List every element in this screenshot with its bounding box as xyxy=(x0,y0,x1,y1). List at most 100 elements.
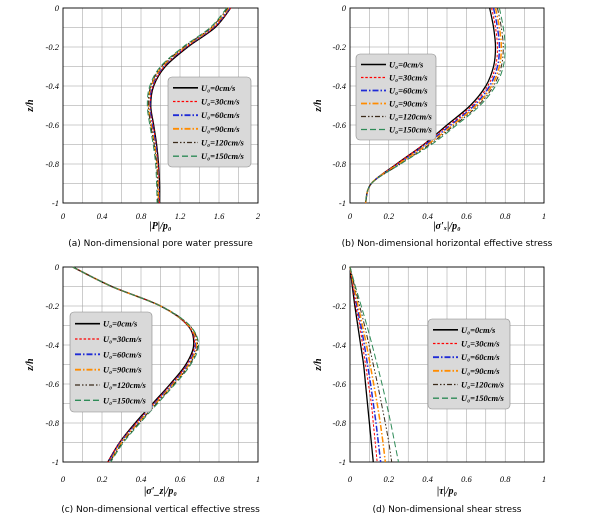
legend-entry-label: U₀=120cm/s xyxy=(461,380,504,390)
series-line-60cm-s xyxy=(349,266,382,463)
legend: U₀=0cm/s U₀=30cm/s U₀=60cm/s U₀=90cm/s U₀=12… xyxy=(69,311,153,413)
y-tick-label: -0.4 xyxy=(333,81,347,91)
series-line-120cm-s xyxy=(147,7,229,204)
series-line-30cm-s xyxy=(349,266,378,463)
x-tick-label: 0.6 xyxy=(461,211,472,221)
legend-box xyxy=(427,318,511,410)
y-tick-label: -0.6 xyxy=(46,379,60,389)
y-tick-label: 0 xyxy=(342,262,347,272)
y-tick-label: -0.6 xyxy=(333,379,347,389)
legend: U₀=0cm/s U₀=30cm/s U₀=60cm/s U₀=90cm/s U₀=12… xyxy=(167,76,252,168)
x-tick-label: 0.6 xyxy=(175,474,186,484)
y-tick-label: 0 xyxy=(55,3,60,13)
x-axis-label: |σ′_z|/p₀ xyxy=(144,486,177,497)
legend-entry-label: U₀=0cm/s xyxy=(103,319,138,329)
x-tick-label: 0.4 xyxy=(422,211,433,221)
series-line-150cm-s xyxy=(349,266,399,463)
legend-entry-label: U₀=60cm/s xyxy=(103,349,142,359)
plot-frame xyxy=(62,266,259,463)
x-tick-label: 0 xyxy=(61,211,66,221)
series-line-120cm-s xyxy=(365,7,504,204)
y-tick-label: -0.4 xyxy=(46,340,60,350)
legend-entry-label: U₀=0cm/s xyxy=(201,83,236,93)
x-tick-label: 1.6 xyxy=(214,211,225,221)
legend-box xyxy=(355,53,437,141)
y-tick-label: -0.8 xyxy=(333,418,347,428)
x-tick-label: 0.8 xyxy=(214,474,225,484)
legend-entry-label: U₀=120cm/s xyxy=(201,138,244,148)
series-line-30cm-s xyxy=(365,7,498,204)
y-tick-label: -1 xyxy=(339,457,346,467)
legend: U₀=0cm/s U₀=30cm/s U₀=60cm/s U₀=90cm/s U₀=12… xyxy=(355,53,437,141)
legend-entry-label: U₀=150cm/s xyxy=(103,395,146,405)
x-tick-label: 2 xyxy=(256,211,261,221)
legend-entry-label: U₀=30cm/s xyxy=(201,97,240,107)
legend-entry-label: U₀=0cm/s xyxy=(389,60,424,70)
legend-entry-label: U₀=60cm/s xyxy=(461,352,500,362)
x-tick-label: 1.2 xyxy=(175,211,186,221)
legend-entry-label: U₀=60cm/s xyxy=(389,86,428,96)
y-tick-label: -0.6 xyxy=(46,120,60,130)
y-tick-label: -1 xyxy=(339,198,346,208)
y-tick-label: -0.2 xyxy=(333,301,347,311)
panel-d: 0-0.2-0.4-0.6-0.8-10 0.2 0.4 0.6 0.8 1z/h|τ|/… xyxy=(313,262,546,515)
series-line-90cm-s xyxy=(364,7,503,204)
y-tick-label: -1 xyxy=(52,198,59,208)
x-tick-label: 0.6 xyxy=(461,474,472,484)
plot-frame xyxy=(349,266,545,463)
panel-c: 0-0.2-0.4-0.6-0.8-10 0.2 0.4 0.6 0.8 1z/h|σ′_… xyxy=(25,262,260,515)
legend-entry-label: U₀=150cm/s xyxy=(201,151,244,161)
legend-box xyxy=(69,311,153,413)
x-tick-label: 0 xyxy=(61,474,66,484)
x-axis-label: |σ′ₓ|/p₀ xyxy=(433,221,461,232)
panel-caption: (b) Non-dimensional horizontal effective… xyxy=(342,239,553,249)
panel-b: 0-0.2-0.4-0.6-0.8-10 0.2 0.4 0.6 0.8 1z/h|σ′ₓ… xyxy=(313,3,553,249)
y-tick-label: -0.4 xyxy=(333,340,347,350)
x-tick-label: 1 xyxy=(542,211,546,221)
y-tick-label: -1 xyxy=(52,457,59,467)
x-tick-label: 1 xyxy=(542,474,546,484)
plot-frame xyxy=(62,7,259,204)
legend-entry-label: U₀=30cm/s xyxy=(461,339,500,349)
legend-entry-label: U₀=90cm/s xyxy=(201,124,240,134)
x-tick-label: 0.8 xyxy=(500,474,511,484)
x-tick-label: 0.4 xyxy=(97,211,108,221)
y-tick-label: -0.8 xyxy=(333,159,347,169)
y-tick-label: -0.8 xyxy=(46,418,60,428)
y-axis-label: z/h xyxy=(313,99,324,113)
legend-entry-label: U₀=0cm/s xyxy=(461,325,496,335)
series-line-150cm-s xyxy=(72,266,200,463)
y-axis-label: z/h xyxy=(25,358,36,372)
y-axis-label: z/h xyxy=(313,358,324,372)
x-axis-label: |P|/p₀ xyxy=(150,221,172,232)
legend-entry-label: U₀=120cm/s xyxy=(103,380,146,390)
y-tick-label: -0.8 xyxy=(46,159,60,169)
legend-entry-label: U₀=30cm/s xyxy=(389,73,428,83)
series-line-150cm-s xyxy=(146,7,228,204)
panel-caption: (a) Non-dimensional pore water pressure xyxy=(68,239,253,249)
y-tick-label: -0.2 xyxy=(46,301,60,311)
legend-entry-label: U₀=150cm/s xyxy=(461,393,504,403)
x-tick-label: 0 xyxy=(348,474,353,484)
y-axis-label: z/h xyxy=(25,99,36,113)
y-tick-label: 0 xyxy=(342,3,347,13)
panel-caption: (c) Non-dimensional vertical effective s… xyxy=(61,505,260,515)
y-tick-label: 0 xyxy=(55,262,60,272)
legend-box xyxy=(167,76,252,168)
y-tick-label: -0.2 xyxy=(333,42,347,52)
panel-caption: (d) Non-dimensional shear stress xyxy=(373,505,522,515)
legend-entry-label: U₀=90cm/s xyxy=(389,99,428,109)
y-tick-label: -0.4 xyxy=(46,81,60,91)
x-tick-label: 0.2 xyxy=(383,474,394,484)
y-tick-label: -0.6 xyxy=(333,120,347,130)
x-tick-label: 0.2 xyxy=(97,474,108,484)
legend-entry-label: U₀=30cm/s xyxy=(103,334,142,344)
legend-entry-label: U₀=60cm/s xyxy=(201,110,240,120)
series-line-90cm-s xyxy=(148,7,230,204)
x-tick-label: 0.8 xyxy=(136,211,147,221)
legend-entry-label: U₀=150cm/s xyxy=(389,125,432,135)
y-tick-label: -0.2 xyxy=(46,42,60,52)
x-tick-label: 0.4 xyxy=(422,474,433,484)
panel-a: 0-0.2-0.4-0.6-0.8-10 0.4 0.8 1.2 1.6 2z/h|P|/… xyxy=(25,3,261,249)
series-line-90cm-s xyxy=(349,266,387,463)
